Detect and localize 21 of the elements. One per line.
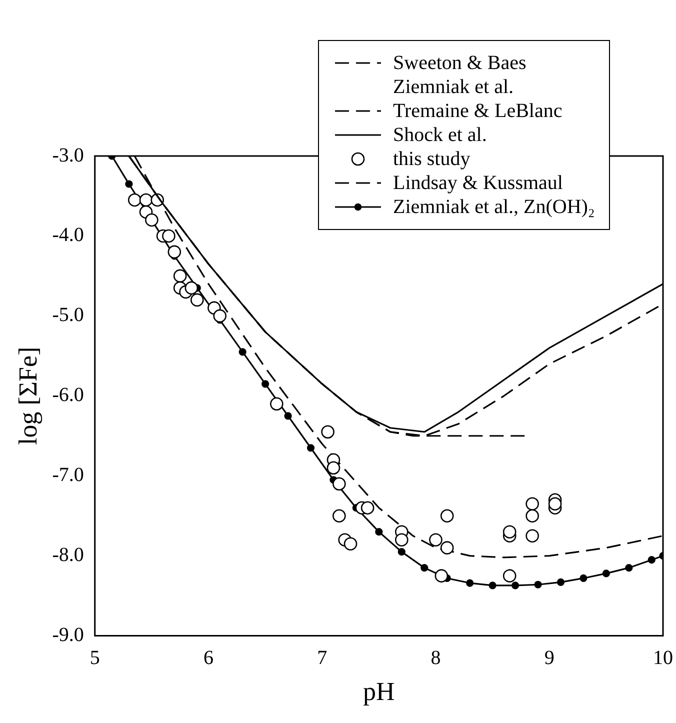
y-tick-label: -6.0 xyxy=(52,384,84,406)
x-tick-label: 6 xyxy=(203,647,214,670)
x-tick-label: 9 xyxy=(544,647,554,670)
legend-label: Tremaine & LeBlanc xyxy=(393,99,562,123)
y-axis-title: log [ΣFe] xyxy=(13,346,42,445)
x-tick-label: 8 xyxy=(430,647,441,670)
legend-label: Lindsay & Kussmaul xyxy=(393,171,563,195)
y-tick-label: -5.0 xyxy=(52,304,84,326)
x-axis-title: pH xyxy=(363,677,396,706)
legend-label: Shock et al. xyxy=(393,123,487,147)
y-tick-label: -8.0 xyxy=(52,544,84,566)
y-tick-label: -3.0 xyxy=(52,144,84,166)
legend-label: Ziemniak et al., Zn(OH)₂ xyxy=(393,195,595,219)
legend-label: this study xyxy=(393,147,470,171)
legend-label: Sweeton & Baes Ziemniak et al. xyxy=(393,51,526,99)
y-tick-label: -7.0 xyxy=(52,464,84,486)
x-tick-label: 5 xyxy=(90,647,100,670)
x-tick-label: 7 xyxy=(317,647,328,670)
x-tick-label: 10 xyxy=(653,647,673,670)
y-tick-label: -9.0 xyxy=(52,624,84,646)
y-tick-label: -4.0 xyxy=(52,224,84,246)
